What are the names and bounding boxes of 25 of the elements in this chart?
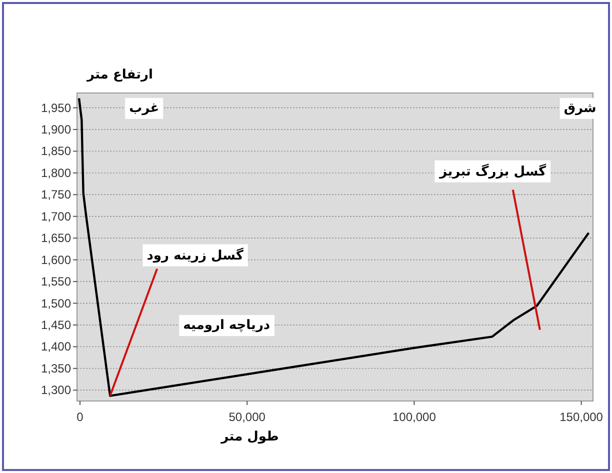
annotation: شرق xyxy=(564,100,596,116)
annotation: گسل زرینه رود xyxy=(146,247,244,264)
y-tick-label: 1,500 xyxy=(40,296,72,310)
y-tick-label: 1,400 xyxy=(40,340,72,354)
y-tick-label: 1,550 xyxy=(40,274,72,289)
y-tick-label: 1,850 xyxy=(40,144,72,158)
x-tick-label: 150,000 xyxy=(560,410,604,424)
y-tick-label: 1,600 xyxy=(40,252,72,267)
annotation: دریاچه ارومیه xyxy=(183,318,270,334)
x-tick-label: 100,000 xyxy=(392,410,436,424)
y-axis-title: ارتفاع متر xyxy=(86,68,153,82)
y-tick-label: 1,650 xyxy=(40,231,72,246)
x-axis-title: طول متر xyxy=(220,430,279,444)
y-tick-label: 1,450 xyxy=(40,318,72,332)
y-tick-label: 1,700 xyxy=(40,209,72,224)
annotation: گسل بزرگ تبریز xyxy=(438,163,547,180)
y-tick-label: 1,750 xyxy=(40,188,72,202)
y-tick-label: 1,300 xyxy=(40,383,72,398)
x-tick-label: 50,000 xyxy=(228,410,266,424)
y-tick-label: 1,900 xyxy=(40,122,72,136)
x-tick-label: 0 xyxy=(76,410,84,424)
y-tick-label: 1,950 xyxy=(40,100,72,115)
annotation: غرب xyxy=(129,100,160,116)
y-tick-label: 1,350 xyxy=(40,361,72,376)
y-tick-label: 1,800 xyxy=(40,166,72,180)
